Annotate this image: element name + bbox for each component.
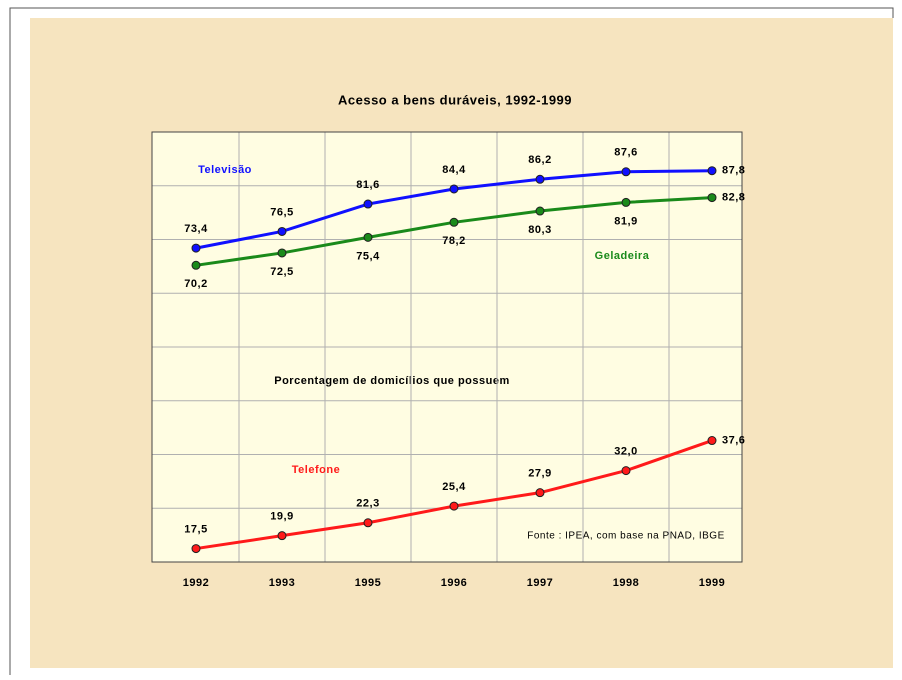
data-label: 32,0: [614, 446, 637, 458]
marker: [191, 260, 201, 270]
data-label: 17,5: [184, 523, 207, 535]
marker: [535, 206, 545, 216]
data-label: 22,3: [356, 498, 379, 510]
data-label: 19,9: [270, 511, 293, 523]
data-label: 84,4: [442, 164, 466, 176]
marker: [277, 531, 287, 541]
marker: [449, 217, 459, 227]
series-name: Telefone: [292, 464, 340, 476]
source: Fonte : IPEA, com base na PNAD, IBGE: [527, 531, 725, 542]
marker: [621, 466, 631, 476]
x-tick-label: 1995: [355, 577, 381, 589]
chart-title: Acesso a bens duráveis, 1992-1999: [338, 92, 572, 107]
data-label: 27,9: [528, 468, 551, 480]
series-name: Televisão: [198, 164, 252, 176]
marker: [191, 243, 201, 253]
x-tick-label: 1999: [699, 577, 725, 589]
x-tick-label: 1997: [527, 577, 553, 589]
marker: [363, 232, 373, 242]
data-label: 78,2: [442, 235, 465, 247]
x-tick-label: 1992: [183, 577, 209, 589]
data-label: 76,5: [270, 206, 293, 218]
marker: [707, 193, 717, 203]
data-label: 82,8: [722, 191, 745, 203]
data-label: 87,8: [722, 165, 745, 177]
marker: [363, 199, 373, 209]
data-label: 72,5: [270, 266, 293, 278]
data-label: 87,6: [614, 147, 637, 159]
frame: [9, 7, 894, 675]
annotation: Porcentagem de domicílios que possuem: [274, 375, 510, 387]
marker: [707, 166, 717, 176]
x-tick-label: 1996: [441, 577, 467, 589]
marker: [535, 488, 545, 498]
data-label: 75,4: [356, 250, 380, 262]
data-label: 25,4: [442, 481, 466, 493]
marker: [277, 226, 287, 236]
marker: [449, 501, 459, 511]
x-tick-label: 1993: [269, 577, 295, 589]
data-label: 86,2: [528, 154, 551, 166]
data-label: 73,4: [184, 223, 208, 235]
marker: [535, 174, 545, 184]
marker: [363, 518, 373, 528]
marker: [707, 436, 717, 446]
marker: [621, 197, 631, 207]
data-label: 80,3: [528, 224, 551, 236]
data-label: 81,9: [614, 215, 637, 227]
marker: [277, 248, 287, 258]
data-label: 37,6: [722, 434, 745, 446]
data-label: 70,2: [184, 278, 207, 290]
marker: [191, 544, 201, 554]
series-name: Geladeira: [595, 250, 650, 262]
data-label: 81,6: [356, 179, 379, 191]
marker: [621, 167, 631, 177]
plot-border: [151, 131, 743, 563]
x-tick-label: 1998: [613, 577, 639, 589]
marker: [449, 184, 459, 194]
